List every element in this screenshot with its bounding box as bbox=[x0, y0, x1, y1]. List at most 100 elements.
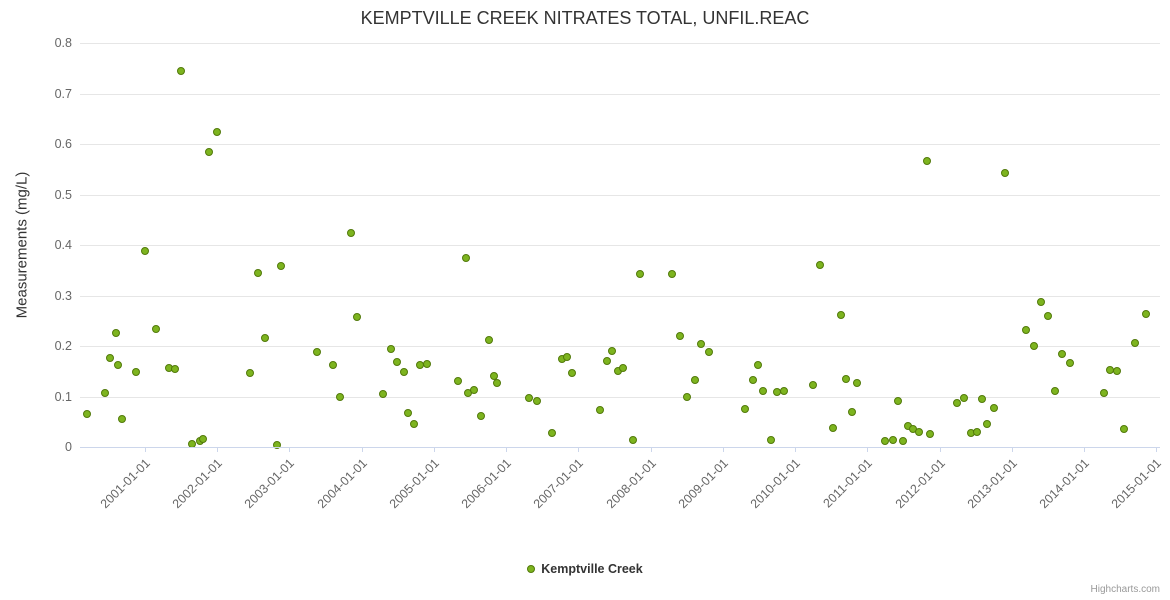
data-point[interactable] bbox=[112, 329, 121, 338]
data-point[interactable] bbox=[198, 435, 207, 444]
data-point[interactable] bbox=[336, 392, 345, 401]
highcharts-credits-link[interactable]: Highcharts.com bbox=[1090, 584, 1160, 595]
data-point[interactable] bbox=[328, 361, 337, 370]
data-point[interactable] bbox=[492, 378, 501, 387]
data-point[interactable] bbox=[83, 410, 92, 419]
data-point[interactable] bbox=[171, 364, 180, 373]
data-point[interactable] bbox=[346, 229, 355, 238]
data-point[interactable] bbox=[476, 411, 485, 420]
data-point[interactable] bbox=[114, 361, 123, 370]
data-point[interactable] bbox=[808, 381, 817, 390]
data-point[interactable] bbox=[567, 369, 576, 378]
data-point[interactable] bbox=[1000, 169, 1009, 178]
data-point[interactable] bbox=[922, 157, 931, 166]
y-tick-label: 0.1 bbox=[54, 389, 72, 404]
data-point[interactable] bbox=[915, 427, 924, 436]
data-point[interactable] bbox=[893, 396, 902, 405]
data-point[interactable] bbox=[205, 147, 214, 156]
data-point[interactable] bbox=[705, 348, 714, 357]
y-gridline bbox=[80, 396, 1160, 398]
data-point[interactable] bbox=[141, 246, 150, 255]
data-point[interactable] bbox=[682, 392, 691, 401]
data-point[interactable] bbox=[177, 66, 186, 75]
data-point[interactable] bbox=[977, 394, 986, 403]
data-point[interactable] bbox=[106, 353, 115, 362]
data-point[interactable] bbox=[619, 364, 628, 373]
x-tick-mark bbox=[939, 447, 941, 452]
data-point[interactable] bbox=[853, 378, 862, 387]
data-point[interactable] bbox=[697, 339, 706, 348]
x-tick-label: 2003-01-01 bbox=[242, 456, 298, 512]
data-point[interactable] bbox=[847, 407, 856, 416]
data-point[interactable] bbox=[1036, 297, 1045, 306]
data-point[interactable] bbox=[410, 419, 419, 428]
data-point[interactable] bbox=[1044, 311, 1053, 320]
data-point[interactable] bbox=[748, 376, 757, 385]
data-point[interactable] bbox=[151, 325, 160, 334]
data-point[interactable] bbox=[836, 310, 845, 319]
data-point[interactable] bbox=[260, 333, 269, 342]
data-point[interactable] bbox=[982, 420, 991, 429]
data-point[interactable] bbox=[953, 398, 961, 407]
y-tick-label: 0.6 bbox=[54, 137, 72, 151]
data-point[interactable] bbox=[829, 424, 838, 433]
data-point[interactable] bbox=[1141, 309, 1150, 318]
data-point[interactable] bbox=[462, 253, 471, 262]
data-point[interactable] bbox=[667, 270, 676, 279]
data-point[interactable] bbox=[117, 415, 126, 424]
data-point[interactable] bbox=[635, 270, 644, 279]
data-point[interactable] bbox=[101, 388, 110, 397]
data-point[interactable] bbox=[393, 358, 402, 367]
data-point[interactable] bbox=[741, 405, 750, 414]
data-point[interactable] bbox=[766, 436, 775, 445]
data-point[interactable] bbox=[352, 313, 361, 322]
data-point[interactable] bbox=[815, 260, 824, 269]
data-point[interactable] bbox=[1029, 342, 1038, 350]
data-point[interactable] bbox=[972, 427, 981, 436]
data-point[interactable] bbox=[132, 368, 141, 377]
data-point[interactable] bbox=[1119, 425, 1128, 434]
data-point[interactable] bbox=[1099, 388, 1108, 397]
data-point[interactable] bbox=[453, 377, 462, 386]
data-point[interactable] bbox=[525, 394, 534, 402]
data-point[interactable] bbox=[602, 357, 611, 366]
data-point[interactable] bbox=[422, 359, 431, 368]
data-point[interactable] bbox=[888, 436, 897, 445]
legend-item-kemptville-creek[interactable]: Kemptville Creek bbox=[0, 562, 1170, 576]
data-point[interactable] bbox=[470, 386, 479, 395]
data-point[interactable] bbox=[1022, 325, 1031, 334]
data-point[interactable] bbox=[213, 128, 222, 137]
data-point[interactable] bbox=[312, 347, 321, 356]
data-point[interactable] bbox=[273, 440, 282, 449]
data-point[interactable] bbox=[533, 396, 542, 405]
data-point[interactable] bbox=[276, 261, 285, 270]
data-point[interactable] bbox=[1051, 387, 1060, 396]
data-point[interactable] bbox=[399, 368, 408, 377]
data-point[interactable] bbox=[926, 429, 935, 438]
data-point[interactable] bbox=[484, 336, 493, 345]
data-point[interactable] bbox=[1112, 367, 1121, 376]
data-point[interactable] bbox=[608, 347, 617, 356]
data-point[interactable] bbox=[841, 375, 850, 384]
data-point[interactable] bbox=[758, 387, 767, 396]
data-point[interactable] bbox=[753, 361, 762, 370]
data-point[interactable] bbox=[596, 406, 605, 415]
x-tick-label: 2011-01-01 bbox=[820, 456, 876, 511]
data-point[interactable] bbox=[960, 393, 969, 402]
data-point[interactable] bbox=[386, 344, 395, 353]
data-point[interactable] bbox=[676, 331, 685, 340]
data-point[interactable] bbox=[780, 387, 789, 396]
data-point[interactable] bbox=[989, 404, 998, 413]
data-point[interactable] bbox=[245, 368, 254, 377]
data-point[interactable] bbox=[1065, 359, 1074, 368]
data-point[interactable] bbox=[253, 269, 262, 278]
data-point[interactable] bbox=[562, 353, 571, 362]
data-point[interactable] bbox=[379, 390, 388, 399]
data-point[interactable] bbox=[548, 429, 557, 438]
data-point[interactable] bbox=[629, 436, 638, 445]
data-point[interactable] bbox=[898, 437, 907, 446]
data-point[interactable] bbox=[403, 408, 412, 417]
data-point[interactable] bbox=[1058, 350, 1067, 359]
data-point[interactable] bbox=[1130, 339, 1139, 348]
data-point[interactable] bbox=[690, 376, 699, 385]
